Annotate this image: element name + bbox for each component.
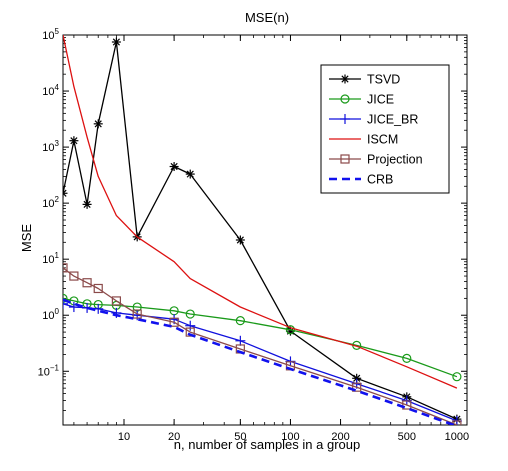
data-marker: [111, 296, 121, 306]
data-marker: [402, 353, 412, 363]
y-tick-label: 105: [42, 27, 59, 42]
legend-box: [320, 64, 450, 194]
x-tick-label: 10: [118, 431, 130, 443]
legend-label: Projection: [367, 153, 423, 167]
series-iscm: [63, 35, 458, 389]
series-line: [63, 267, 458, 425]
legend-label: JICE_BR: [367, 113, 418, 127]
data-marker: [132, 309, 142, 319]
legend-label: CRB: [367, 173, 393, 187]
legend-label: TSVD: [367, 73, 400, 87]
data-marker: [82, 278, 92, 288]
data-marker: [63, 189, 67, 195]
data-marker: [94, 120, 102, 128]
series-line: [63, 297, 458, 378]
data-marker: [93, 283, 103, 294]
y-tick-label: 100: [42, 307, 59, 322]
data-marker: [353, 374, 361, 382]
data-marker: [452, 372, 462, 382]
data-marker: [83, 200, 91, 208]
data-marker: [340, 154, 350, 164]
legend-label: ISCM: [367, 133, 398, 147]
y-tick-label: 103: [42, 139, 59, 154]
x-tick-label: 200: [331, 431, 349, 443]
legend: TSVD JICE JICE_BR ISCM Projection CRB: [320, 64, 450, 194]
data-marker: [285, 325, 296, 335]
x-tick-label: 50: [234, 431, 246, 443]
y-axis-title: MSE: [19, 224, 34, 253]
data-marker: [70, 137, 78, 145]
data-marker: [402, 400, 412, 410]
series-layer: [63, 35, 462, 425]
series-line: [63, 35, 458, 389]
data-marker: [452, 420, 462, 425]
series-line: [63, 303, 458, 422]
data-marker: [112, 38, 120, 46]
plot-area: 10 20 50 100 200 500 100010−110010110210310410…: [38, 27, 470, 443]
x-tick-label: 100: [281, 431, 299, 443]
data-marker: [63, 293, 68, 303]
data-marker: [340, 94, 350, 104]
data-marker: [341, 75, 349, 83]
data-marker: [69, 271, 79, 281]
x-tick-label: 1000: [445, 431, 469, 443]
data-marker: [170, 162, 178, 171]
x-tick-label: 500: [398, 431, 416, 443]
data-marker: [186, 170, 194, 178]
y-tick-label: 10−1: [38, 363, 60, 378]
data-marker: [185, 327, 195, 337]
legend-label: JICE: [367, 93, 394, 107]
data-marker: [169, 317, 179, 327]
x-axis: 10 20 50 100 200 500 1000: [118, 35, 469, 443]
data-marker: [185, 309, 195, 319]
data-marker: [235, 316, 245, 326]
y-tick-label: 102: [42, 195, 59, 210]
data-marker: [236, 236, 244, 244]
data-marker: [352, 382, 362, 392]
x-tick-label: 20: [168, 431, 180, 443]
y-axis: 10−1 100 101 102 103 104 105: [38, 27, 467, 378]
chart-title: MSE(n): [245, 10, 289, 25]
data-marker: [63, 263, 68, 273]
y-tick-label: 101: [42, 251, 59, 266]
minor-ticks: [63, 35, 467, 425]
x-axis-title: n, number of samples in a group: [174, 437, 360, 452]
series-projection: [63, 263, 462, 425]
series-jice: [63, 293, 462, 382]
y-tick-label: 104: [42, 83, 59, 98]
